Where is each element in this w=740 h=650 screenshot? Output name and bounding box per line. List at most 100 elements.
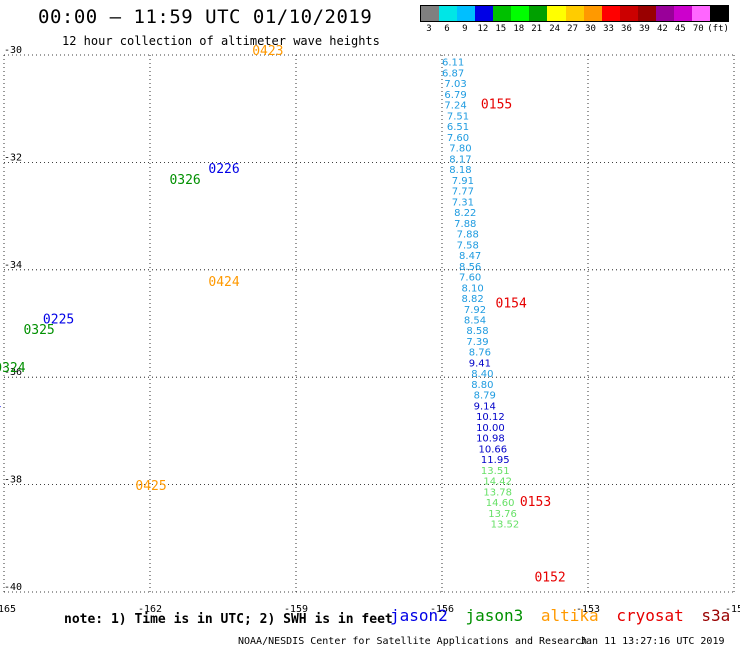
pass-time-label: 0226 [208, 162, 239, 177]
pass-time-label: 0153 [520, 495, 551, 510]
legend-swatch [655, 6, 674, 21]
legend-label: 9 [462, 24, 468, 34]
wave-height-value: 14.60 [486, 498, 515, 509]
wave-height-value: 13.76 [488, 509, 517, 520]
wave-height-value: 14.42 [483, 477, 512, 488]
wave-height-value: 13.78 [483, 487, 512, 498]
legend-swatch [710, 6, 729, 21]
legend-swatch [421, 6, 440, 21]
wave-height-value: 10.98 [476, 434, 505, 445]
y-tick-label: -36 [4, 367, 22, 378]
x-tick-label: -153 [576, 604, 600, 615]
color-legend: 3 6 9 12 15 18 21 24 27 30 33 36 39 42 45 70 (ft) [420, 5, 729, 34]
legend-swatch [439, 6, 458, 21]
wave-height-value: 7.58 [457, 240, 479, 251]
wave-height-value: 7.60 [459, 273, 481, 284]
y-tick-label: -30 [4, 45, 22, 56]
wave-height-value: 8.40 [471, 369, 493, 380]
pass-time-label: 0424 [208, 275, 239, 290]
wave-height-value: 7.31 [452, 197, 474, 208]
wave-height-value: 7.51 [447, 111, 469, 122]
wave-height-value: 7.24 [444, 101, 466, 112]
wave-height-value: 7.80 [449, 144, 471, 155]
legend-swatches [420, 5, 729, 22]
wave-height-value: 8.47 [459, 251, 481, 262]
wave-height-value: 10.66 [479, 444, 508, 455]
wave-height-value: 8.56 [459, 262, 481, 273]
sat-jason2: jason2 [390, 606, 448, 625]
y-tick-label: -32 [4, 152, 22, 163]
pass-time-label: 0326 [169, 173, 200, 188]
wave-height-value: 7.39 [466, 337, 488, 348]
wave-height-value: 10.00 [476, 423, 505, 434]
legend-swatch [601, 6, 620, 21]
chart-subtitle: 12 hour collection of altimeter wave hei… [62, 34, 380, 48]
wave-height-value: 7.88 [457, 230, 479, 241]
wave-height-value: 7.60 [447, 133, 469, 144]
sat-s3a: s3a [701, 606, 731, 625]
wave-height-value: 8.22 [454, 208, 476, 219]
wave-height-value: 8.17 [449, 154, 471, 165]
legend-label: 70 [692, 24, 704, 34]
x-tick-label: -162 [138, 604, 162, 615]
legend-label: 6 [444, 24, 450, 34]
pass-time-label: 0324 [0, 361, 26, 376]
pass-time-label: 0425 [135, 479, 166, 494]
wave-height-value: 7.77 [452, 187, 474, 198]
y-tick-label: -40 [4, 582, 22, 593]
sat-altika: altika [540, 606, 599, 625]
wave-height-value: 6.87 [442, 68, 464, 79]
wave-height-value: 8.82 [461, 294, 483, 305]
legend-label: 21 [531, 24, 543, 34]
pass-time-labels: 0155 0154 0153 0152 0423 0424 0425 0226 0225 0224… [0, 44, 566, 585]
legend-swatch [691, 6, 710, 21]
sat-cryosat: cryosat [616, 606, 684, 625]
x-tick-label: -15 [725, 604, 740, 615]
legend-swatch [511, 6, 530, 21]
legend-swatch [673, 6, 692, 21]
wave-height-value: 8.58 [466, 326, 488, 337]
legend-label: 18 [513, 24, 525, 34]
legend-swatch [493, 6, 512, 21]
axis-ticks: -165 -162 -159 -156 -153 -15 -30 -32 -34 -36 -38 -4… [0, 45, 740, 615]
legend-label: 36 [621, 24, 632, 34]
footer-timestamp: Jan 11 13:27:16 UTC 2019 [580, 636, 725, 647]
wave-height-value: 8.54 [464, 316, 486, 327]
wave-height-value: 8.10 [461, 283, 483, 294]
wave-height-value: 13.52 [491, 520, 520, 531]
wave-height-value: 11.95 [481, 455, 510, 466]
legend-label: 24 [549, 24, 561, 34]
legend-labels: 3 6 9 12 15 18 21 24 27 30 33 36 39 42 45 70 (ft) [420, 24, 729, 34]
wave-height-value: 8.79 [474, 391, 496, 402]
legend-swatch [529, 6, 548, 21]
pass-time-label: 0224 [0, 398, 1, 413]
legend-swatch [583, 6, 602, 21]
legend-label: 39 [638, 24, 650, 34]
wave-height-value: 8.76 [469, 348, 491, 359]
legend-label: 30 [585, 24, 596, 34]
legend-label: (ft) [707, 24, 729, 34]
legend-swatch [547, 6, 566, 21]
pass-time-label: 0155 [481, 98, 512, 113]
pass-time-label: 0225 [43, 313, 74, 328]
sat-jason3: jason3 [465, 606, 524, 625]
wave-height-value: 7.92 [464, 305, 486, 316]
x-tick-label: -159 [284, 604, 308, 615]
wave-height-value: 6.11 [442, 58, 464, 69]
y-tick-label: -38 [4, 475, 22, 486]
footer-organization: NOAA/NESDIS Center for Satellite Applica… [238, 636, 588, 647]
wave-height-value: 8.18 [449, 165, 471, 176]
wave-height-value: 7.88 [454, 219, 476, 230]
pass-time-label: 0152 [534, 570, 565, 585]
wave-height-value: 13.51 [481, 466, 510, 477]
pass-time-label: 0325 [23, 323, 54, 338]
y-tick-label: -34 [4, 260, 22, 271]
legend-label: 3 [426, 24, 432, 34]
wave-height-value: 9.14 [474, 401, 496, 412]
wave-height-values: 6.116.877.036.797.247.516.517.607.808.17… [442, 58, 519, 531]
wave-height-value: 10.12 [476, 412, 505, 423]
wave-height-value: 6.79 [444, 90, 466, 101]
legend-label: 15 [495, 24, 507, 34]
x-tick-label: -165 [0, 604, 16, 615]
